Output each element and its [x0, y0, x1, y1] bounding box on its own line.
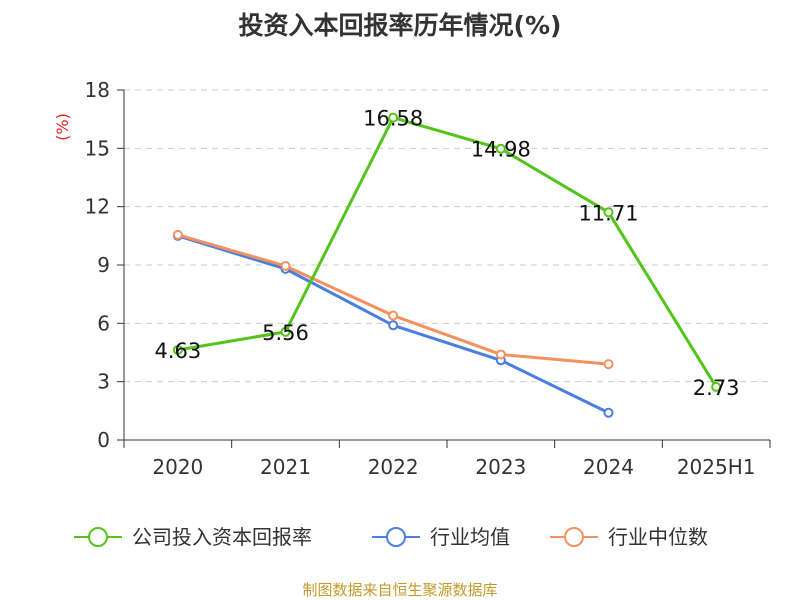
series-line — [177, 116, 718, 388]
legend-marker — [386, 527, 406, 547]
y-tick-label: 9 — [97, 253, 110, 277]
data-label: 11.71 — [578, 201, 638, 225]
chart-title: 投资入本回报率历年情况(%) — [238, 11, 562, 40]
x-tick-label: 2021 — [260, 455, 311, 479]
legend-marker — [88, 527, 108, 547]
data-label: 16.58 — [363, 107, 423, 131]
data-point — [388, 112, 399, 123]
data-point — [280, 326, 291, 337]
data-point — [280, 260, 291, 271]
x-tick-label: 2024 — [583, 455, 634, 479]
data-point — [495, 349, 506, 360]
legend-label: 公司投入资本回报率 — [132, 525, 312, 549]
data-point — [172, 344, 183, 355]
y-tick-label: 18 — [85, 78, 110, 102]
data-point — [388, 320, 399, 331]
data-point — [711, 381, 722, 392]
data-point — [495, 143, 506, 154]
source-footer: 制图数据来自恒生聚源数据库 — [302, 581, 498, 599]
legend-label: 行业中位数 — [608, 525, 708, 549]
series-line — [177, 233, 609, 366]
legend-marker — [564, 527, 584, 547]
y-tick-label: 6 — [97, 311, 110, 335]
y-tick-label: 3 — [97, 370, 110, 394]
data-point — [388, 310, 399, 321]
data-label: 4.63 — [154, 339, 201, 363]
data-label: 5.56 — [262, 321, 309, 345]
data-label: 2.73 — [693, 376, 740, 400]
y-axis-label: (%) — [53, 113, 72, 141]
legend-label: 行业均值 — [430, 525, 510, 549]
data-label: 14.98 — [471, 138, 531, 162]
y-tick-label: 15 — [85, 136, 110, 160]
x-tick-label: 2020 — [152, 455, 203, 479]
x-tick-label: 2025H1 — [677, 455, 756, 479]
y-tick-label: 12 — [85, 195, 110, 219]
data-point — [603, 407, 614, 418]
data-point — [172, 229, 183, 240]
data-point — [603, 207, 614, 218]
x-tick-label: 2022 — [368, 455, 419, 479]
y-tick-label: 0 — [97, 428, 110, 452]
data-point — [603, 359, 614, 370]
x-tick-label: 2023 — [475, 455, 526, 479]
